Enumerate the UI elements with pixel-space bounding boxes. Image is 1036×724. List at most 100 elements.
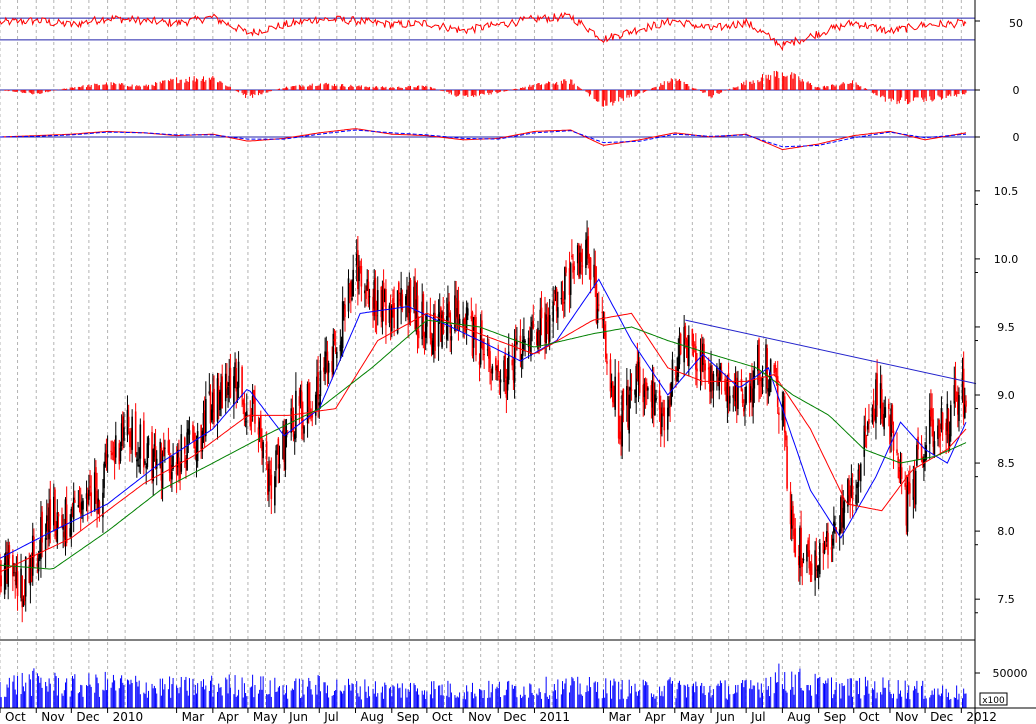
- candle-body: [251, 396, 254, 417]
- candle-body: [620, 432, 622, 439]
- candle-body: [96, 490, 98, 514]
- candle-body: [531, 322, 533, 327]
- candle-body: [429, 314, 432, 339]
- candle-body: [347, 278, 350, 312]
- candle-body: [88, 489, 90, 500]
- candle-body: [471, 312, 474, 356]
- month-label: Sep: [824, 710, 847, 724]
- candle-body: [267, 463, 269, 495]
- candle-body: [561, 298, 564, 301]
- candle-body: [244, 421, 247, 423]
- macd-panel: [0, 128, 975, 151]
- candle-body: [964, 404, 966, 418]
- candle-body: [56, 512, 59, 543]
- candle-body: [873, 414, 876, 420]
- candle-body: [38, 551, 41, 559]
- candle-body: [586, 238, 588, 248]
- candle-body: [876, 373, 878, 406]
- candle-body: [892, 430, 895, 451]
- candle-body: [332, 333, 335, 375]
- candle-body: [478, 361, 481, 365]
- candle-body: [496, 366, 498, 368]
- candle-body: [373, 280, 376, 309]
- candle-body: [587, 236, 590, 259]
- candle-body: [183, 437, 186, 454]
- candle-body: [879, 383, 882, 409]
- candle-body: [143, 420, 145, 468]
- candle-body: [610, 382, 613, 389]
- candle-body: [695, 346, 697, 370]
- candle-body: [350, 281, 352, 297]
- candle-body: [712, 373, 715, 391]
- candle-body: [324, 351, 326, 375]
- candle-body: [928, 409, 931, 444]
- candle-body: [711, 372, 714, 384]
- candle-body: [684, 325, 687, 339]
- candle-body: [203, 410, 206, 437]
- candle-body: [180, 434, 183, 472]
- candle-body: [595, 283, 598, 323]
- candle-body: [735, 377, 738, 409]
- candle-body: [797, 556, 800, 566]
- candle-body: [678, 335, 681, 365]
- candle-body: [748, 383, 751, 403]
- candle-body: [511, 359, 514, 366]
- candle-body: [78, 502, 81, 505]
- candle-body: [409, 280, 412, 313]
- candle-body: [52, 496, 55, 526]
- candle-body: [77, 504, 80, 508]
- candle-body: [580, 252, 583, 262]
- candle-body: [0, 564, 1, 583]
- candle-body: [237, 361, 240, 388]
- candle-body: [24, 556, 27, 597]
- candle-body: [406, 289, 408, 299]
- candle-body: [437, 314, 440, 347]
- candle-body: [530, 327, 532, 357]
- candle-body: [921, 456, 924, 463]
- candle-body: [434, 313, 436, 351]
- candle-body: [103, 463, 105, 489]
- candle-body: [457, 300, 460, 325]
- candle-body: [571, 255, 573, 257]
- candle-body: [455, 297, 457, 319]
- candle-body: [423, 335, 426, 337]
- candle-body: [69, 528, 71, 537]
- candle-body: [815, 555, 818, 568]
- candle-body: [897, 456, 899, 464]
- candle-body: [481, 320, 483, 334]
- month-label: Mar: [608, 710, 631, 724]
- month-label: Jul: [323, 710, 338, 724]
- candle-body: [89, 485, 91, 488]
- candle-body: [300, 391, 303, 422]
- candle-body: [666, 407, 669, 430]
- candle-body: [326, 351, 329, 375]
- candle-body: [759, 379, 761, 382]
- candle-body: [924, 458, 926, 462]
- candle-body: [407, 294, 409, 320]
- candle-body: [57, 513, 60, 517]
- candle-body: [472, 317, 475, 348]
- candle-body: [210, 409, 213, 421]
- candle-body: [445, 316, 448, 340]
- candle-body: [470, 315, 473, 319]
- candle-body: [576, 245, 579, 264]
- candle-body: [741, 394, 744, 404]
- candle-body: [216, 378, 219, 422]
- candle-body: [609, 359, 612, 392]
- candle-body: [254, 396, 256, 424]
- candle-body: [849, 490, 852, 502]
- price-tick-label: 8.0: [997, 525, 1015, 538]
- rsi-panel: [0, 11, 975, 52]
- candle-body: [192, 424, 194, 441]
- candle-body: [539, 309, 542, 347]
- candle-body: [219, 391, 221, 411]
- candle-body: [752, 388, 754, 408]
- candle-body: [212, 392, 214, 413]
- candle-body: [827, 532, 829, 555]
- candle-body: [274, 476, 276, 506]
- candle-body: [794, 528, 797, 557]
- candle-body: [535, 331, 538, 345]
- candle-body: [275, 450, 277, 471]
- candle-body: [208, 391, 211, 394]
- candle-body: [298, 396, 301, 406]
